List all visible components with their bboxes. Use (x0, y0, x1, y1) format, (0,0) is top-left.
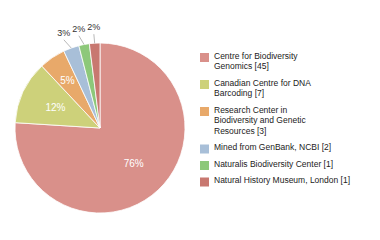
legend-label: Natural History Museum, London [1] (214, 175, 350, 185)
legend: Centre for BiodiversityGenomics [45] Cana… (200, 51, 350, 187)
legend-swatch (200, 161, 209, 170)
legend-label-line: Canadian Centre for DNA (214, 78, 311, 88)
slice (79, 44, 100, 128)
data-label: 76% (124, 158, 144, 169)
legend-label: Centre for BiodiversityGenomics [45] (214, 51, 298, 72)
leader-line (93, 34, 95, 43)
legend-item: Natural History Museum, London [1] (200, 175, 350, 186)
legend-swatch (200, 107, 209, 116)
legend-label-line: Naturalis Biodiversity Center [1] (214, 159, 333, 169)
legend-item: Naturalis Biodiversity Center [1] (200, 159, 333, 170)
legend-label-line: Genomics [45] (214, 61, 269, 71)
legend-item: Research Center inBiodiversity and Genet… (200, 105, 306, 136)
data-label: 5% (60, 75, 75, 86)
data-label: 12% (45, 102, 65, 113)
legend-label-line: Research Center in (214, 105, 288, 115)
leader-line (64, 40, 71, 48)
chart: 76%12%5%3%2%2%Centre for BiodiversityGen… (0, 0, 380, 240)
leader-line (79, 36, 84, 45)
legend-item: Canadian Centre for DNABarcoding [7] (200, 78, 311, 99)
legend-label: Canadian Centre for DNABarcoding [7] (214, 78, 311, 99)
pie (15, 43, 185, 213)
legend-label: Research Center inBiodiversity and Genet… (214, 105, 306, 136)
legend-item: Mined from GenBank, NCBI [2] (200, 142, 331, 153)
slice (89, 43, 100, 128)
legend-label-line: Natural History Museum, London [1] (214, 175, 350, 185)
legend-swatch (200, 80, 209, 89)
legend-label: Naturalis Biodiversity Center [1] (214, 159, 333, 169)
legend-label-line: Resources [3] (214, 126, 266, 136)
data-label: 2% (87, 22, 100, 32)
slice (15, 43, 185, 213)
legend-label-line: Mined from GenBank, NCBI [2] (214, 142, 331, 152)
legend-swatch (200, 178, 209, 187)
legend-swatch (200, 53, 209, 62)
legend-label-line: Barcoding [7] (214, 88, 264, 98)
data-label: 3% (57, 28, 70, 38)
legend-swatch (200, 145, 209, 154)
legend-label-line: Centre for Biodiversity (214, 51, 298, 61)
legend-label: Mined from GenBank, NCBI [2] (214, 142, 331, 152)
legend-item: Centre for BiodiversityGenomics [45] (200, 51, 298, 72)
data-labels: 76%12%5%3%2%2% (45, 22, 143, 169)
legend-label-line: Biodiversity and Genetic (214, 115, 306, 125)
data-label: 2% (72, 24, 85, 34)
